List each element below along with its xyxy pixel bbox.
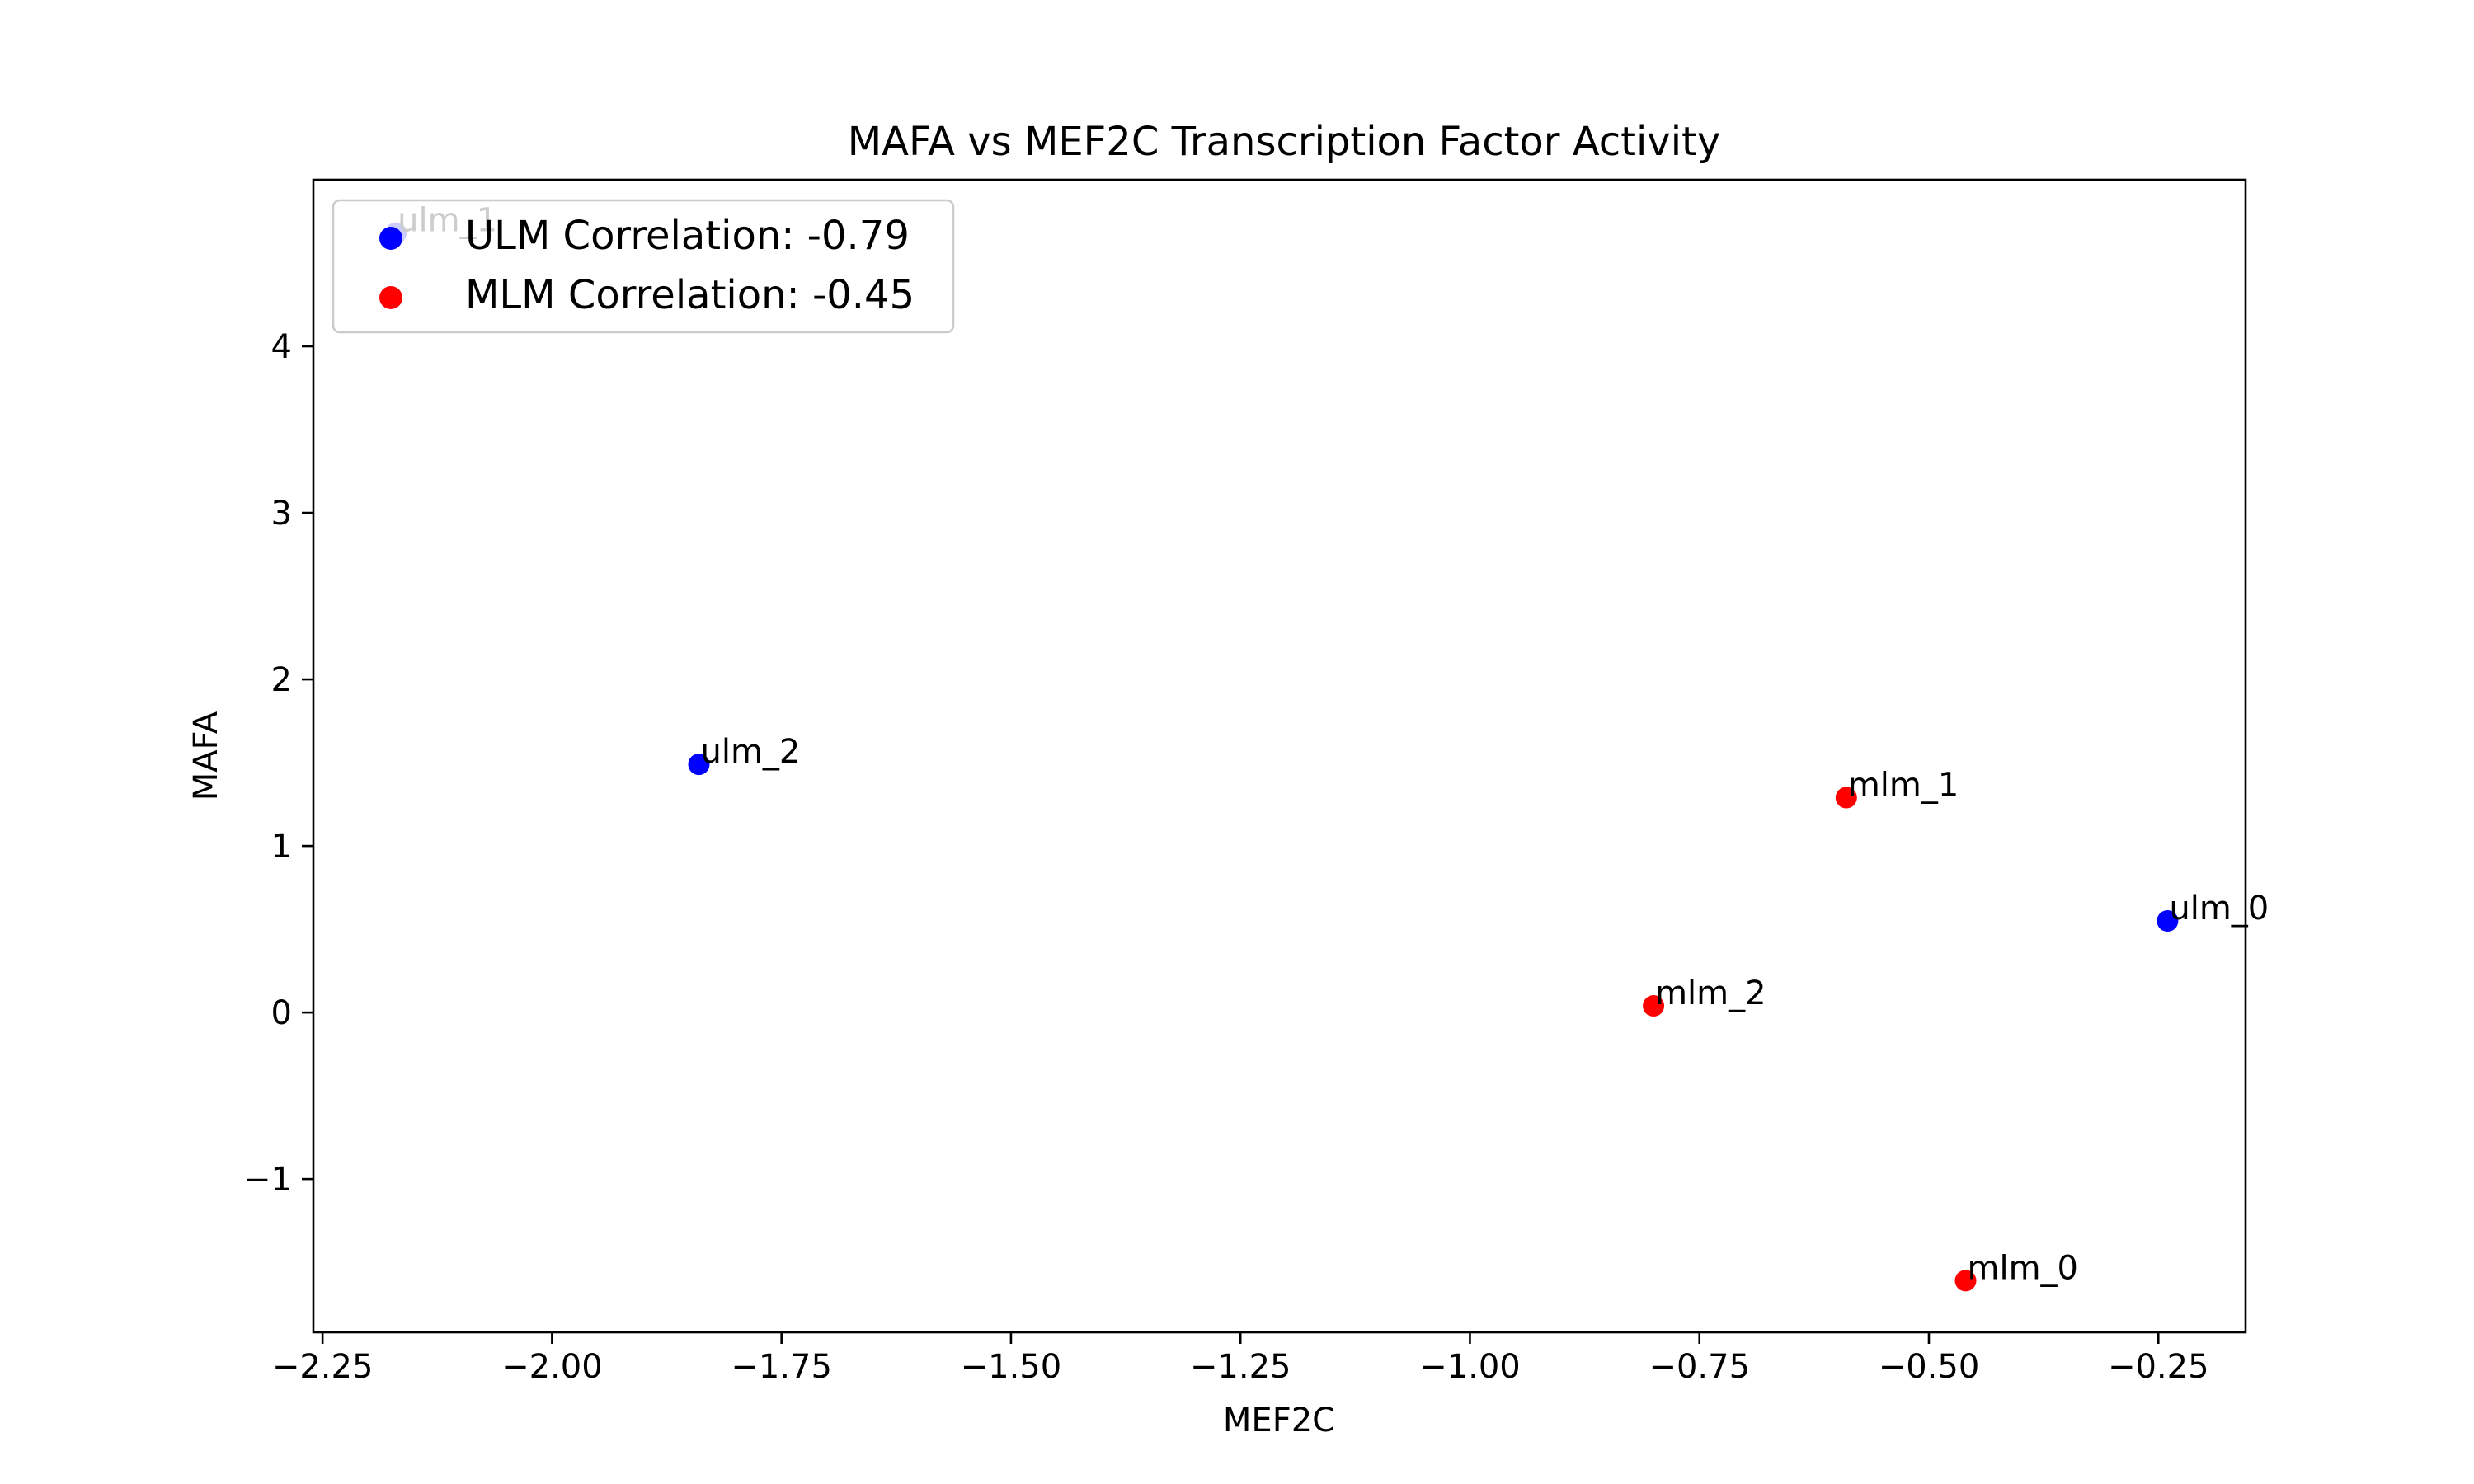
plot-area-frame	[312, 178, 2247, 1334]
scatter-point-mlm_2	[1643, 995, 1665, 1017]
y-tick-label: 0	[271, 994, 292, 1032]
legend: ULM Correlation: -0.79 MLM Correlation: …	[332, 199, 955, 334]
x-tick-label: −1.75	[731, 1348, 832, 1386]
legend-marker-ulm	[379, 227, 402, 250]
x-tick-label: −1.25	[1190, 1348, 1291, 1386]
y-tick-label: 2	[271, 661, 292, 699]
x-tick-label: −0.75	[1649, 1348, 1750, 1386]
legend-marker-mlm	[379, 286, 402, 309]
x-tick-label: −2.25	[272, 1348, 374, 1386]
x-tick-label: −2.00	[501, 1348, 603, 1386]
y-tick-label: 3	[271, 495, 292, 533]
point-label-mlm_1: mlm_1	[1848, 767, 1959, 805]
point-label-ulm_0: ulm_0	[2169, 890, 2269, 928]
point-label-mlm_0: mlm_0	[1968, 1249, 2079, 1287]
y-axis-label: MAFA	[187, 711, 225, 801]
scatter-point-mlm_0	[1954, 1270, 1977, 1292]
point-label-mlm_2: mlm_2	[1655, 974, 1766, 1012]
legend-box	[332, 199, 955, 334]
x-tick-label: −1.00	[1419, 1348, 1521, 1386]
x-tick-label: −1.50	[961, 1348, 1062, 1386]
chart-title: MAFA vs MEF2C Transcription Factor Activ…	[848, 119, 1721, 165]
x-axis-label: MEF2C	[1223, 1402, 1335, 1439]
scatter-point-ulm_2	[688, 754, 710, 776]
y-axis-ticks: −1 0 1 2 3 4	[243, 328, 313, 1199]
point-label-ulm_2: ulm_2	[700, 733, 800, 771]
scatter-point-mlm_1	[1835, 787, 1857, 809]
y-tick-label: 4	[271, 328, 292, 366]
x-tick-label: −0.25	[2108, 1348, 2209, 1386]
legend-label-ulm: ULM Correlation: -0.79	[465, 213, 910, 259]
y-tick-label: 1	[271, 828, 292, 866]
legend-label-mlm: MLM Correlation: -0.45	[465, 272, 915, 318]
y-tick-label: −1	[243, 1161, 292, 1199]
x-axis-ticks: −2.25 −2.00 −1.75 −1.50 −1.25 −1.00 −0.75 −0.50…	[272, 1332, 2209, 1386]
x-tick-label: −0.50	[1879, 1348, 1980, 1386]
scatter-point-ulm_0	[2157, 910, 2179, 932]
